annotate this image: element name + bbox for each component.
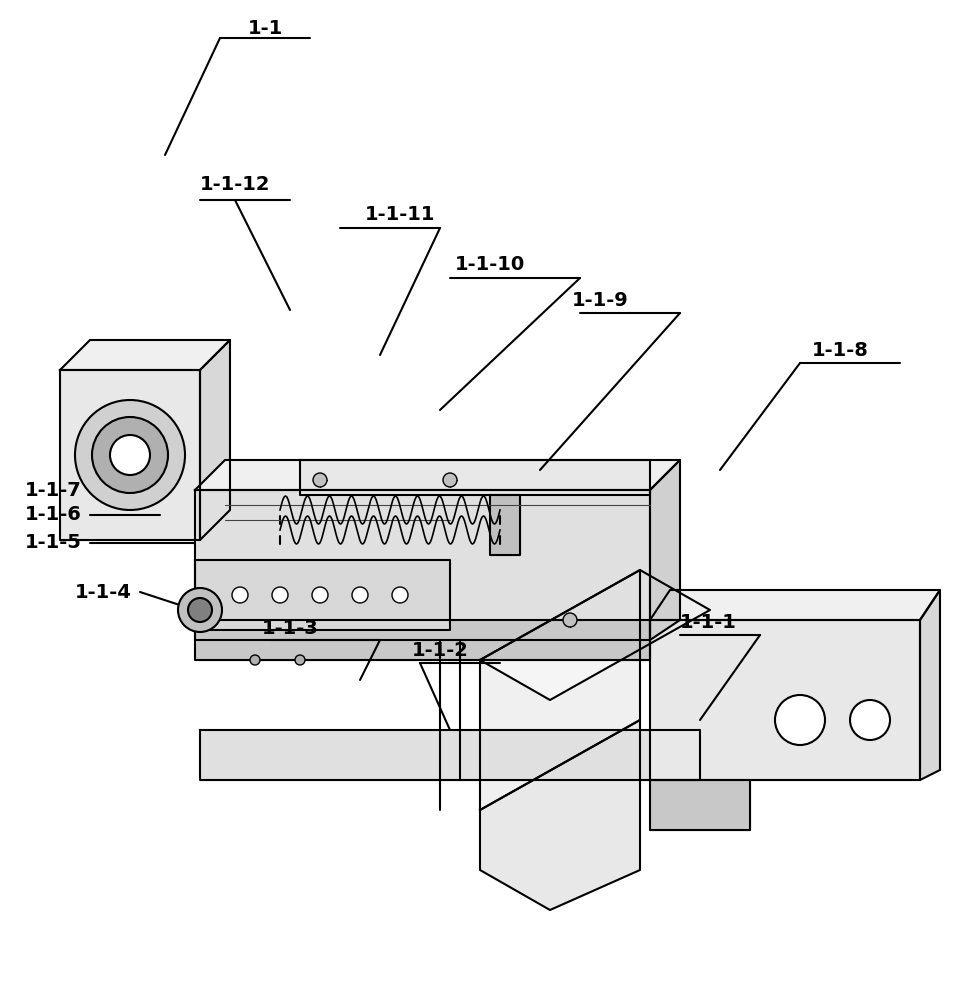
Text: 1-1-9: 1-1-9: [571, 291, 629, 310]
Polygon shape: [300, 460, 650, 495]
Text: 1-1-1: 1-1-1: [680, 612, 737, 631]
Circle shape: [443, 473, 457, 487]
Text: 1-1: 1-1: [247, 19, 282, 37]
Circle shape: [188, 598, 212, 622]
Circle shape: [775, 695, 825, 745]
Polygon shape: [650, 460, 680, 640]
Text: 1-1-10: 1-1-10: [455, 256, 525, 274]
Polygon shape: [195, 560, 450, 630]
Polygon shape: [480, 720, 640, 910]
Circle shape: [352, 587, 368, 603]
Text: 1-1-5: 1-1-5: [25, 534, 82, 552]
Circle shape: [850, 700, 890, 740]
Polygon shape: [650, 620, 920, 780]
Polygon shape: [60, 340, 230, 370]
Polygon shape: [195, 490, 650, 640]
Polygon shape: [650, 780, 750, 830]
Circle shape: [563, 613, 577, 627]
Circle shape: [75, 400, 185, 510]
Polygon shape: [920, 590, 940, 780]
Text: 1-1-4: 1-1-4: [75, 583, 132, 602]
Text: 1-1-6: 1-1-6: [25, 505, 82, 525]
Text: 1-1-2: 1-1-2: [412, 641, 468, 660]
Polygon shape: [60, 370, 200, 540]
Polygon shape: [650, 590, 940, 620]
Text: 1-1-11: 1-1-11: [365, 205, 435, 224]
Circle shape: [272, 587, 288, 603]
Text: 1-1-8: 1-1-8: [812, 340, 868, 360]
Circle shape: [92, 417, 168, 493]
Polygon shape: [490, 495, 520, 555]
Polygon shape: [480, 570, 710, 700]
Polygon shape: [480, 570, 640, 810]
Circle shape: [295, 655, 305, 665]
Polygon shape: [195, 460, 680, 490]
Circle shape: [312, 587, 328, 603]
Text: 1-1-12: 1-1-12: [200, 176, 270, 195]
Circle shape: [313, 473, 327, 487]
Text: 1-1-7: 1-1-7: [25, 481, 81, 499]
Polygon shape: [200, 340, 230, 540]
Text: 1-1-3: 1-1-3: [261, 618, 319, 638]
Circle shape: [110, 435, 150, 475]
Circle shape: [232, 587, 248, 603]
Circle shape: [392, 587, 408, 603]
Polygon shape: [195, 620, 650, 660]
Polygon shape: [200, 730, 700, 780]
Circle shape: [178, 588, 222, 632]
Circle shape: [250, 655, 260, 665]
